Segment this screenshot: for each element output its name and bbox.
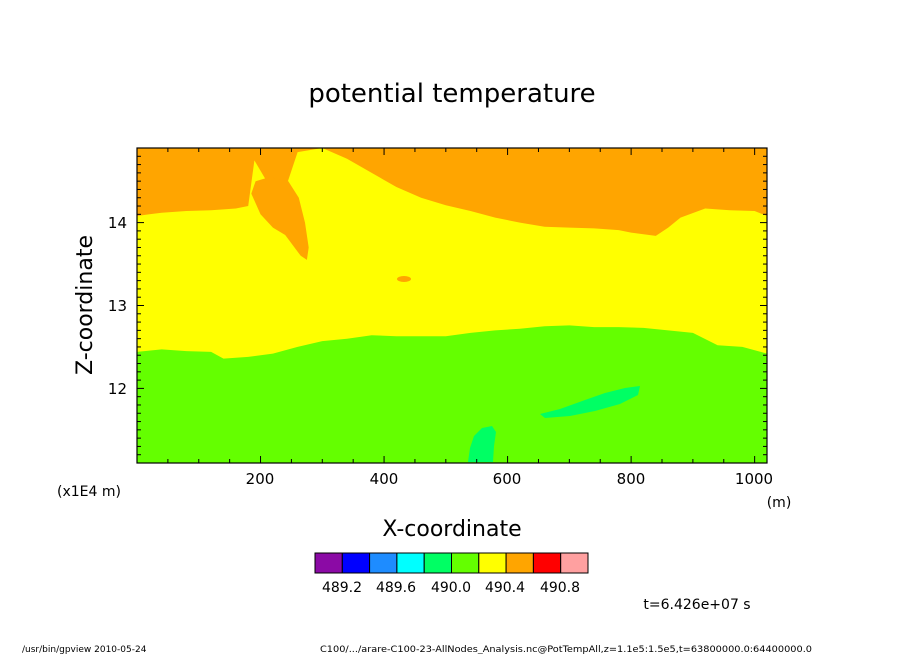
y-tick-label: 13 — [108, 297, 127, 315]
colorbar — [314, 552, 589, 574]
colorbar-label: 490.4 — [485, 580, 525, 596]
footer-right: C100/.../arare-C100-23-AllNodes_Analysis… — [320, 645, 812, 654]
x-tick-label: 400 — [370, 470, 399, 488]
axis-ticks — [137, 147, 767, 464]
colorbar-swatch — [369, 552, 398, 574]
cyan-green-patch — [468, 426, 496, 462]
colorbar-swatch — [314, 552, 343, 574]
y-scale-label: (x1E4 m) — [57, 484, 121, 500]
footer-left: /usr/bin/gpview 2010-05-24 — [22, 645, 147, 654]
x-unit-label: (m) — [767, 495, 792, 511]
plot-area — [137, 148, 767, 463]
orange-region — [137, 148, 767, 236]
x-tick-label: 200 — [246, 470, 275, 488]
colorbar-swatch — [341, 552, 371, 574]
cyan-green-streak — [540, 386, 640, 418]
time-label: t=6.426e+07 s — [643, 597, 750, 613]
chart-title: potential temperature — [308, 79, 595, 109]
colorbar-swatch — [560, 552, 589, 574]
x-tick-label: 1000 — [735, 470, 773, 488]
colorbar-label: 490.0 — [431, 580, 471, 596]
colorbar-swatch — [505, 552, 534, 574]
y-axis-label: Z-coordinate — [73, 235, 98, 375]
colorbar-swatch — [396, 552, 425, 574]
colorbar-swatch — [451, 552, 480, 574]
colorbar-swatch — [423, 552, 453, 574]
green-region — [137, 325, 767, 463]
colorbar-label: 489.6 — [376, 580, 416, 596]
colorbar-labels: 489.2 489.6 490.0 490.4 490.8 — [322, 580, 580, 596]
orange-speck — [397, 276, 411, 282]
x-tick-label: 800 — [617, 470, 646, 488]
colorbar-label: 489.2 — [322, 580, 362, 596]
y-tick-labels: 12 13 14 — [108, 214, 127, 398]
y-tick-label: 12 — [108, 380, 127, 398]
x-tick-labels: 200 400 600 800 1000 — [246, 470, 773, 488]
orange-tongue-region — [251, 177, 309, 260]
colorbar-swatch — [532, 552, 562, 574]
x-axis-label: X-coordinate — [382, 517, 521, 542]
colorbar-swatch — [478, 552, 507, 574]
colorbar-label: 490.8 — [540, 580, 580, 596]
x-tick-label: 600 — [493, 470, 522, 488]
y-tick-label: 14 — [108, 214, 127, 232]
